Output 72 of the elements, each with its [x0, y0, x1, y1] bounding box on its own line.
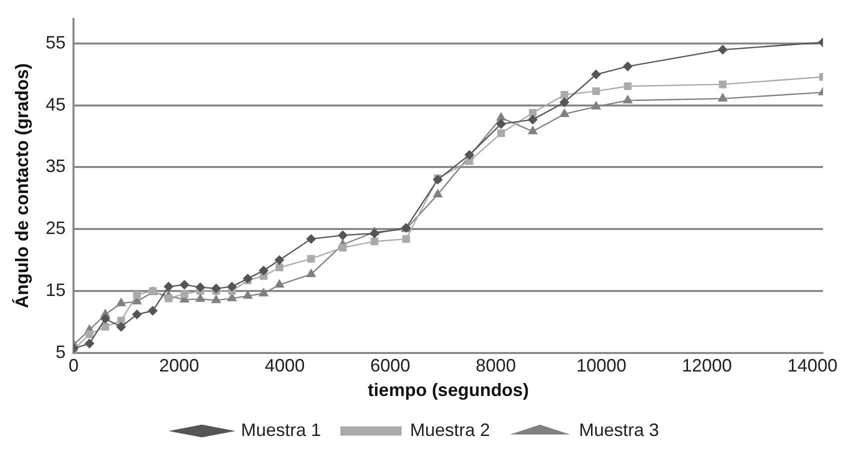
point [196, 294, 205, 302]
x-tick-label: 10000 [576, 356, 626, 376]
point [243, 274, 252, 284]
y-tick-label: 45 [46, 94, 66, 114]
point [100, 314, 110, 324]
point [528, 108, 537, 117]
y-axis-title: Ángulo de contacto (grados) [12, 63, 32, 308]
point [164, 294, 172, 302]
x-axis-title: tiempo (segundos) [368, 380, 529, 400]
point [623, 62, 632, 72]
point [101, 322, 110, 331]
point [718, 45, 728, 54]
point [180, 290, 188, 298]
point [528, 114, 538, 124]
point [227, 282, 237, 292]
x-tick-label: 8000 [476, 356, 516, 376]
point [466, 157, 474, 165]
y-tick-label: 35 [46, 156, 66, 176]
point [86, 330, 94, 338]
point [338, 244, 347, 252]
point [84, 338, 94, 348]
point [133, 290, 141, 298]
point [196, 282, 205, 292]
point [528, 126, 538, 134]
point [116, 298, 126, 306]
y-tick-label: 15 [46, 280, 66, 300]
point [274, 280, 284, 288]
point [306, 234, 316, 244]
point [116, 322, 126, 332]
y-tick-label: 25 [46, 218, 66, 238]
point [591, 70, 601, 80]
point [560, 108, 569, 117]
point [497, 129, 505, 138]
point [624, 82, 632, 90]
point [148, 306, 158, 316]
point [306, 269, 316, 278]
point [164, 282, 174, 292]
point [433, 189, 442, 198]
legend-label: Muestra 2 [410, 420, 490, 440]
point [307, 254, 315, 263]
x-tick-label: 2000 [159, 356, 200, 376]
legend-label: Muestra 1 [240, 420, 321, 440]
y-tick-label: 55 [46, 32, 66, 53]
legend-label: Muestra 3 [579, 420, 660, 440]
point [496, 112, 506, 121]
x-tick-label: 6000 [370, 356, 410, 376]
point [211, 284, 221, 294]
x-tick-label: 0 [68, 356, 79, 376]
point [370, 238, 378, 246]
point [212, 295, 221, 304]
point [274, 255, 284, 265]
x-tick-label: 4000 [264, 356, 305, 376]
point [370, 228, 380, 238]
point [276, 264, 284, 272]
point [180, 280, 190, 290]
y-tick-label: 5 [56, 342, 66, 362]
x-tick-label: 12000 [682, 356, 732, 376]
point [718, 93, 728, 102]
point [718, 80, 727, 88]
point [132, 310, 142, 320]
point [243, 290, 252, 299]
point [259, 288, 268, 296]
point [258, 266, 268, 276]
point [623, 95, 632, 104]
point [402, 235, 410, 243]
point [496, 119, 506, 129]
point [592, 101, 601, 110]
x-tick-label: 14000 [787, 356, 838, 376]
point [560, 91, 568, 99]
point [592, 87, 600, 95]
point [560, 98, 570, 107]
point [338, 230, 348, 240]
